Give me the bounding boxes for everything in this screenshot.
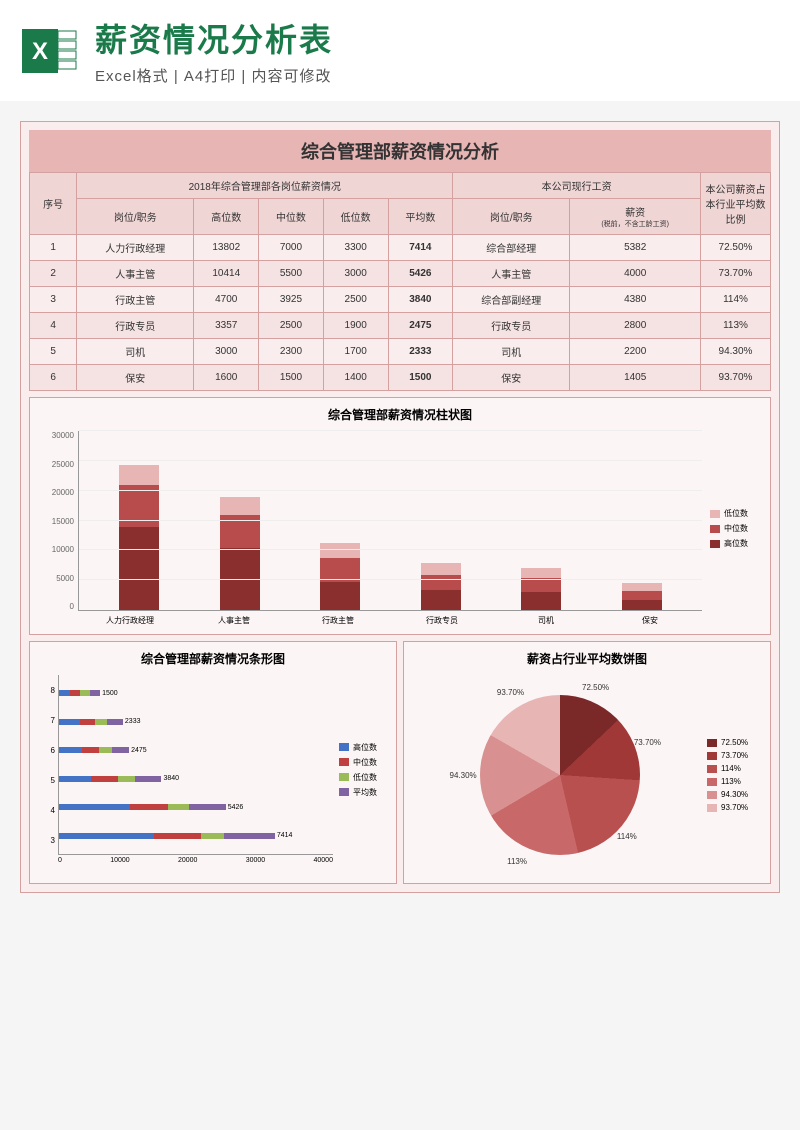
col-avg: 平均数: [388, 199, 453, 235]
hbar-row: 1500: [59, 684, 333, 702]
column-chart-title: 综合管理部薪资情况柱状图: [38, 406, 762, 423]
col-cpos: 岗位/职务: [453, 199, 570, 235]
col-salary: 薪资 (税前，不含工龄工资): [570, 199, 701, 235]
salary-table: 序号 2018年综合管理部各岗位薪资情况 本公司现行工资 本公司薪资占本行业平均…: [29, 172, 771, 391]
table-row: 1人力行政经理13802700033007414综合部经理538272.50%: [30, 235, 771, 261]
svg-text:X: X: [32, 38, 48, 65]
legend-item: 中位数: [339, 757, 388, 768]
legend-item: 94.30%: [707, 790, 762, 799]
pie-slice-label: 93.70%: [497, 688, 524, 697]
hbar-chart-title: 综合管理部薪资情况条形图: [38, 650, 388, 667]
table-row: 6保安1600150014001500保安140593.70%: [30, 365, 771, 391]
pie-slice-label: 72.50%: [582, 683, 609, 692]
table-row: 4行政专员3357250019002475行政专员2800113%: [30, 313, 771, 339]
pie-chart-title: 薪资占行业平均数饼图: [412, 650, 762, 667]
legend-item: 高位数: [710, 538, 762, 549]
table-row: 2人事主管10414550030005426人事主管400073.70%: [30, 261, 771, 287]
pie-slice-label: 94.30%: [450, 771, 477, 780]
page-title: 薪资情况分析表: [95, 15, 780, 61]
hbar-row: 3840: [59, 770, 333, 788]
spreadsheet-preview: 综合管理部薪资情况分析 序号 2018年综合管理部各岗位薪资情况 本公司现行工资…: [20, 121, 780, 893]
legend-item: 高位数: [339, 742, 388, 753]
page-subtitle: Excel格式 | A4打印 | 内容可修改: [95, 65, 780, 86]
col-low: 低位数: [323, 199, 388, 235]
legend-item: 114%: [707, 764, 762, 773]
hbar-legend: 高位数中位数低位数平均数: [333, 675, 388, 864]
pie-chart: 薪资占行业平均数饼图 72.50% 73.70% 114% 113% 94.30% 93.…: [403, 641, 771, 884]
pie-slice-label: 73.70%: [634, 738, 661, 747]
table-row: 5司机3000230017002333司机220094.30%: [30, 339, 771, 365]
hbar-row: 2333: [59, 713, 333, 731]
hbar-x-axis: 010000200003000040000: [38, 857, 333, 864]
col-group2: 本公司现行工资: [453, 173, 701, 199]
bar-group: [119, 465, 159, 610]
pie-slice-label: 113%: [507, 857, 527, 866]
pie-slice-label: 114%: [617, 832, 637, 841]
hbar-row: 7414: [59, 827, 333, 845]
legend-item: 72.50%: [707, 738, 762, 747]
sheet-title: 综合管理部薪资情况分析: [29, 130, 771, 172]
legend-item: 平均数: [339, 787, 388, 798]
column-chart: 综合管理部薪资情况柱状图 300002500020000150001000050…: [29, 397, 771, 635]
x-axis-labels: 人力行政经理人事主管行政主管行政专员司机保安: [38, 615, 702, 626]
col-high: 高位数: [194, 199, 259, 235]
pie-graphic: [480, 695, 640, 855]
bar-group: [421, 563, 461, 610]
col-pos: 岗位/职务: [77, 199, 194, 235]
hbar-chart: 综合管理部薪资情况条形图 345678 7414 5426 3840 2475 2333…: [29, 641, 397, 884]
hbar-plot: 7414 5426 3840 2475 2333 1500: [58, 675, 333, 855]
bar-group: [220, 497, 260, 610]
table-row: 3行政主管4700392525003840综合部副经理4380114%: [30, 287, 771, 313]
column-chart-legend: 低位数中位数高位数: [702, 431, 762, 626]
legend-item: 73.70%: [707, 751, 762, 760]
legend-item: 低位数: [339, 772, 388, 783]
legend-item: 中位数: [710, 523, 762, 534]
legend-item: 低位数: [710, 508, 762, 519]
col-mid: 中位数: [259, 199, 324, 235]
bar-group: [622, 583, 662, 610]
page-header: X 薪资情况分析表 Excel格式 | A4打印 | 内容可修改: [0, 0, 800, 101]
bar-group: [521, 568, 561, 610]
legend-item: 93.70%: [707, 803, 762, 812]
y-axis: 300002500020000150001000050000: [38, 431, 78, 611]
legend-item: 113%: [707, 777, 762, 786]
hbar-row: 5426: [59, 798, 333, 816]
col-ratio: 本公司薪资占本行业平均数比例: [701, 173, 771, 235]
hbar-row: 2475: [59, 741, 333, 759]
bar-group: [320, 543, 360, 610]
col-group1: 2018年综合管理部各岗位薪资情况: [77, 173, 453, 199]
plot-area: [78, 431, 702, 611]
hbar-y-axis: 345678: [38, 675, 58, 855]
pie-legend: 72.50% 73.70% 114% 113% 94.30% 93.70%: [707, 675, 762, 875]
col-seq: 序号: [30, 173, 77, 235]
excel-icon: X: [20, 21, 80, 81]
